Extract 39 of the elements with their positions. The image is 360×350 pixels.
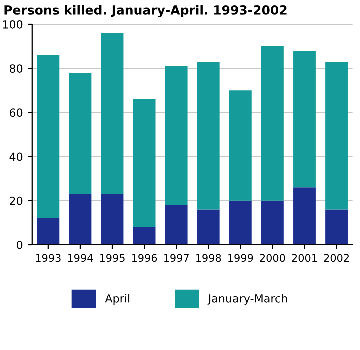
x-tick-label: 1994 bbox=[68, 254, 94, 262]
bar bbox=[294, 188, 316, 245]
bar bbox=[197, 210, 220, 245]
bar bbox=[37, 218, 60, 245]
bar bbox=[101, 194, 124, 245]
bar bbox=[229, 90, 252, 201]
bar bbox=[326, 62, 348, 210]
bar bbox=[101, 33, 124, 194]
y-tick-label: 0 bbox=[17, 240, 23, 250]
y-tick-label: 100 bbox=[3, 20, 23, 29]
bar bbox=[133, 99, 156, 228]
y-tick-label: 20 bbox=[10, 196, 23, 206]
chart-title: Persons killed. January-April. 1993-2002 bbox=[4, 5, 287, 18]
x-tick-label: 1999 bbox=[228, 254, 254, 262]
x-tick-label: 1997 bbox=[164, 254, 189, 262]
bar bbox=[37, 55, 60, 219]
bar bbox=[69, 73, 92, 194]
bar bbox=[229, 200, 252, 245]
x-tick-label: 1993 bbox=[36, 254, 61, 262]
x-tick-label: 1998 bbox=[196, 254, 222, 262]
bar bbox=[69, 194, 92, 245]
x-tick-label: 1995 bbox=[100, 254, 125, 262]
x-tick-label: 2000 bbox=[260, 254, 286, 262]
y-tick-label: 80 bbox=[10, 64, 23, 73]
bar bbox=[261, 46, 284, 201]
bar bbox=[165, 66, 188, 206]
bar bbox=[261, 200, 284, 245]
x-tick-label: 1996 bbox=[132, 254, 158, 262]
bar bbox=[326, 210, 348, 245]
legend-label: April bbox=[105, 294, 130, 305]
bar bbox=[165, 205, 188, 245]
y-tick-label: 60 bbox=[10, 108, 23, 118]
bar bbox=[294, 50, 316, 188]
legend-label: January-March bbox=[208, 294, 288, 305]
bar bbox=[133, 227, 156, 245]
x-tick-label: 2002 bbox=[324, 254, 349, 262]
bar bbox=[197, 62, 220, 210]
x-tick-label: 2001 bbox=[292, 254, 318, 262]
y-tick-label: 40 bbox=[10, 152, 23, 162]
